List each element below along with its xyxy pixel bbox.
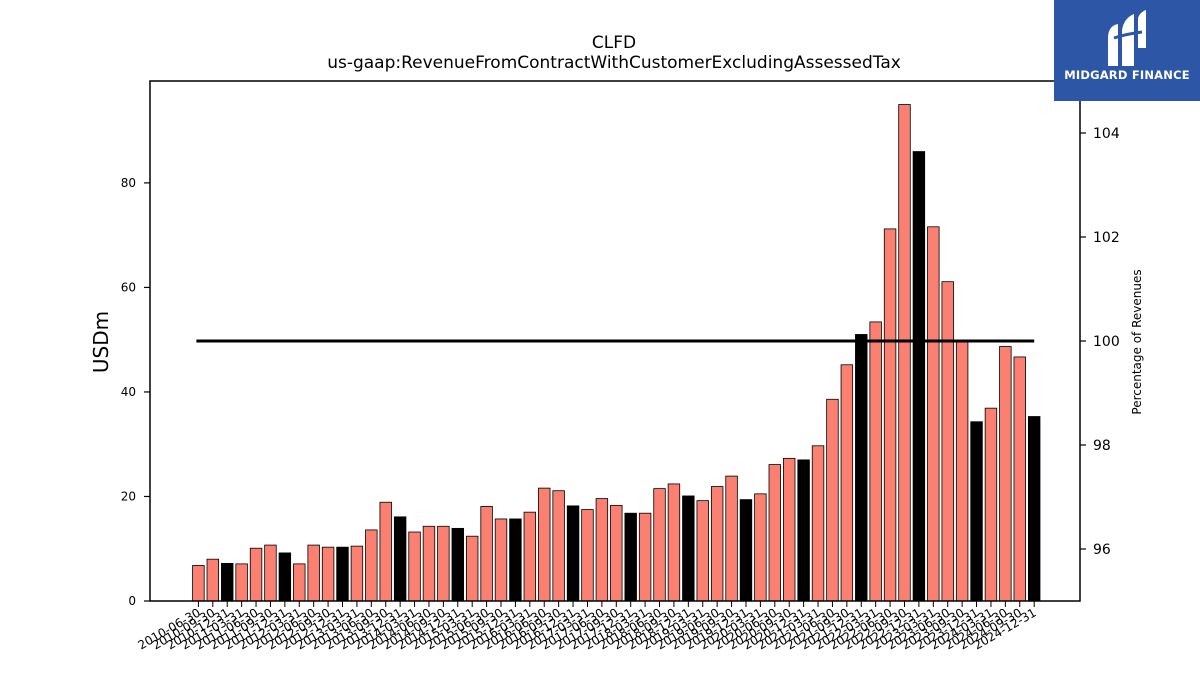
bar-2013-06-30 (365, 529, 378, 602)
bar-2024-03-31 (984, 407, 998, 602)
bar-2018-06-30 (653, 488, 666, 602)
bar-2023-12-31 (970, 421, 983, 602)
axes-group: 02040608096981001021042010-06-302010-09-… (121, 80, 1120, 652)
bar-2021-12-31 (855, 334, 868, 602)
bar-2014-09-30 (437, 525, 450, 602)
chart-subtitle: us-gaap:RevenueFromContractWithCustomerE… (327, 53, 901, 73)
bar-2022-06-30 (883, 228, 897, 602)
bar-2017-09-30 (610, 504, 623, 602)
bar-2010-06-30 (192, 565, 205, 602)
bar-2012-06-30 (307, 544, 320, 602)
bar-2019-06-30 (710, 486, 724, 602)
y-axis-label-left: USDm (89, 311, 113, 373)
bar-2020-12-31 (797, 459, 810, 602)
chart-title: CLFD (592, 33, 636, 53)
bar-2015-03-31 (465, 535, 479, 602)
y-tick-label: 40 (121, 385, 136, 399)
bar-2014-12-31 (451, 527, 464, 602)
bar-2014-03-31 (408, 531, 421, 602)
bar-2011-03-31 (235, 563, 248, 602)
bar-2023-09-30 (955, 341, 969, 602)
y-right-tick-label: 104 (1093, 126, 1120, 142)
bar-2010-12-31 (221, 562, 234, 602)
y-right-tick-label: 96 (1093, 542, 1111, 558)
bar-2017-03-31 (581, 509, 594, 602)
bar-2016-03-31 (523, 511, 537, 602)
bar-2016-06-30 (538, 487, 551, 602)
bar-2019-03-31 (696, 500, 709, 602)
bar-2020-03-31 (754, 493, 767, 602)
bar-2012-09-30 (321, 546, 335, 602)
bar-2023-03-31 (927, 226, 940, 602)
bar-2015-12-31 (509, 518, 522, 602)
bars-group (192, 104, 1041, 602)
bar-2017-12-31 (624, 512, 637, 602)
y-right-tick-label: 102 (1093, 230, 1120, 246)
bar-2020-09-30 (783, 457, 796, 602)
bar-2023-06-30 (941, 281, 954, 602)
bar-2021-03-31 (811, 445, 825, 602)
bar-2012-03-31 (293, 563, 306, 602)
bar-2012-12-31 (336, 546, 349, 602)
y-right-tick-label: 100 (1093, 334, 1120, 350)
y-right-tick-label: 98 (1093, 438, 1111, 454)
bar-2024-12-31 (1027, 416, 1041, 602)
brand-logo: MIDGARD FINANCE (1054, 0, 1200, 101)
bar-2021-09-30 (840, 364, 854, 602)
bar-2022-12-31 (912, 151, 926, 602)
bar-2016-09-30 (552, 490, 565, 602)
y-axis-label-right: Percentage of Revenues (1130, 269, 1144, 414)
bar-2016-12-31 (566, 505, 580, 602)
bar-2017-06-30 (595, 498, 609, 602)
bar-2011-06-30 (249, 547, 263, 602)
bar-2024-09-30 (1013, 356, 1026, 602)
bar-2014-06-30 (422, 525, 436, 602)
bar-2019-09-30 (725, 475, 738, 602)
midgard-logo-icon (1108, 10, 1146, 66)
bar-2013-12-31 (393, 516, 407, 602)
brand-name: MIDGARD FINANCE (1064, 68, 1190, 82)
bar-2013-09-30 (379, 501, 392, 602)
y-tick-label: 0 (128, 594, 136, 608)
bar-2011-09-30 (264, 544, 277, 602)
bar-2018-03-31 (638, 512, 652, 602)
bar-2022-09-30 (898, 104, 911, 602)
bar-2024-06-30 (999, 346, 1012, 602)
bar-2021-06-30 (826, 398, 839, 602)
bar-2019-12-31 (739, 499, 753, 602)
bar-2013-03-31 (350, 545, 364, 602)
bar-2020-06-30 (768, 464, 782, 602)
bar-2015-09-30 (494, 518, 508, 602)
bar-2018-12-31 (682, 495, 695, 602)
y-tick-label: 20 (121, 489, 136, 503)
bar-2015-06-30 (480, 506, 493, 602)
bar-2011-12-31 (278, 552, 292, 602)
y-tick-label: 80 (121, 176, 136, 190)
bar-2010-09-30 (206, 558, 220, 602)
bar-2022-03-31 (869, 321, 882, 602)
bar-2018-09-30 (667, 483, 681, 602)
y-tick-label: 60 (121, 280, 136, 294)
